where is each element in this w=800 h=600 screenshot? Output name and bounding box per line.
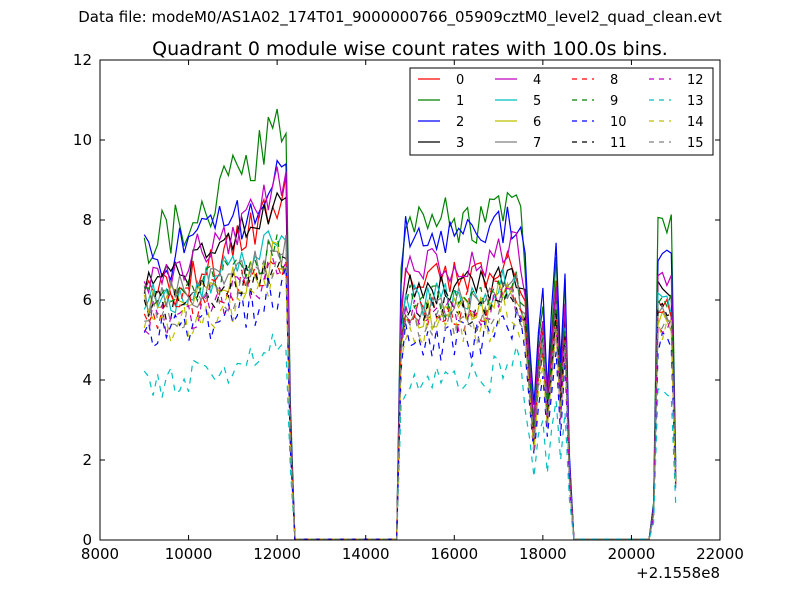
series-line-4 <box>143 166 677 540</box>
series-line-11 <box>143 255 677 540</box>
legend-label-4: 4 <box>533 73 541 88</box>
y-tick-label: 6 <box>82 291 92 309</box>
legend-label-10: 10 <box>610 115 627 130</box>
y-tick-label: 4 <box>82 371 92 389</box>
x-tick-label: 10000 <box>165 545 213 563</box>
y-tick-label: 10 <box>73 131 92 149</box>
ticks-layer: 8000 10000 12000 14000 16000 18000 20000 22000 0… <box>73 51 744 563</box>
series-line-13 <box>143 333 677 540</box>
series-layer <box>143 108 677 540</box>
series-line-10 <box>143 266 677 540</box>
chart-title: Quadrant 0 module wise count rates with … <box>152 38 668 60</box>
legend-label-7: 7 <box>533 136 541 151</box>
legend-label-13: 13 <box>687 94 704 109</box>
series-line-15 <box>144 250 677 540</box>
legend-label-6: 6 <box>533 115 541 130</box>
x-tick-label: 16000 <box>430 545 478 563</box>
legend-label-15: 15 <box>687 136 704 151</box>
legend-label-9: 9 <box>610 94 618 109</box>
legend-label-2: 2 <box>456 115 464 130</box>
x-tick-label: 18000 <box>519 545 567 563</box>
y-tick-label: 0 <box>82 531 92 549</box>
series-line-12 <box>143 256 677 540</box>
x-tick-label: 8000 <box>81 545 119 563</box>
x-tick-label: 20000 <box>608 545 656 563</box>
figure-suptitle: Data file: modeM0/AS1A02_174T01_90000007… <box>78 8 722 26</box>
x-offset-label: +2.1558e8 <box>636 564 720 582</box>
legend-label-3: 3 <box>456 136 464 151</box>
legend-label-14: 14 <box>687 115 704 130</box>
x-tick-label: 14000 <box>342 545 390 563</box>
legend-box <box>409 67 714 156</box>
legend-label-1: 1 <box>456 94 464 109</box>
y-tick-label: 8 <box>82 211 92 229</box>
series-line-8 <box>143 257 677 540</box>
legend-label-12: 12 <box>687 73 704 88</box>
legend-label-0: 0 <box>456 73 464 88</box>
legend-label-8: 8 <box>610 73 618 88</box>
y-tick-label: 12 <box>73 51 92 69</box>
x-tick-label: 12000 <box>253 545 301 563</box>
legend-label-5: 5 <box>533 94 541 109</box>
y-tick-label: 2 <box>82 451 92 469</box>
legend-label-11: 11 <box>610 136 627 151</box>
x-tick-label: 22000 <box>696 545 744 563</box>
